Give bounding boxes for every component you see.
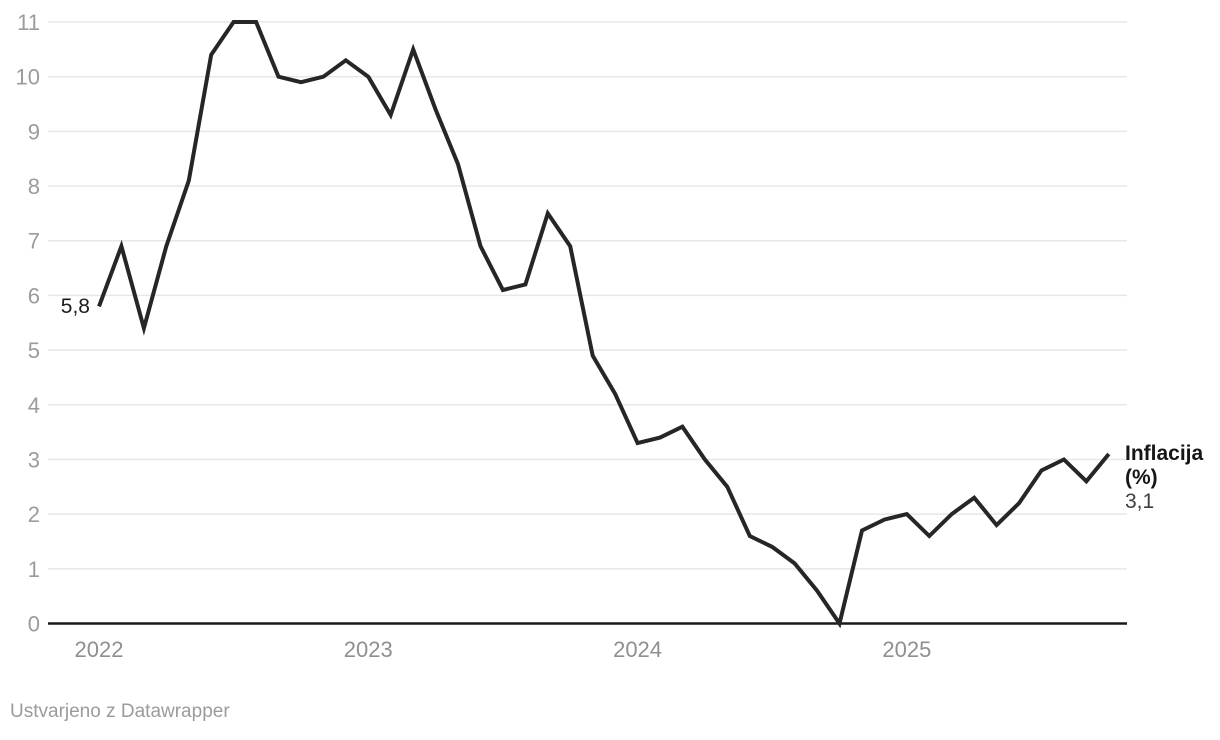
- y-tick-label: 5: [28, 338, 40, 363]
- y-tick-label: 0: [28, 612, 40, 637]
- x-tick-label: 2024: [613, 637, 662, 662]
- y-tick-label: 6: [28, 283, 40, 308]
- y-tick-label: 11: [17, 10, 40, 35]
- y-tick-label: 8: [28, 174, 40, 199]
- y-tick-label: 10: [16, 65, 40, 90]
- y-tick-label: 1: [28, 557, 40, 582]
- datawrapper-attribution-link[interactable]: Ustvarjeno z Datawrapper: [10, 701, 230, 722]
- y-tick-label: 4: [28, 393, 40, 418]
- x-tick-label: 2025: [882, 637, 931, 662]
- y-tick-label: 3: [28, 447, 40, 472]
- inflation-line: [97, 20, 1111, 629]
- first-point-value-label: 5,8: [60, 295, 90, 318]
- series-unit-label: (%): [1125, 466, 1158, 489]
- x-tick-label: 2023: [344, 637, 393, 662]
- y-tick-label: 2: [28, 502, 40, 527]
- series-direct-label: Inflacija (%) 3,1: [1125, 442, 1220, 514]
- x-tick-label: 2022: [75, 637, 124, 662]
- y-tick-label: 9: [28, 119, 40, 144]
- line-chart-canvas: 0 1 2 3 4 5 6 7 8 9 10 11 2022 2023 2024 2025: [16, 10, 1127, 662]
- series-name-label: Inflacija: [1125, 442, 1204, 465]
- last-point-value-label: 3,1: [1125, 490, 1155, 513]
- y-tick-label: 7: [28, 229, 40, 254]
